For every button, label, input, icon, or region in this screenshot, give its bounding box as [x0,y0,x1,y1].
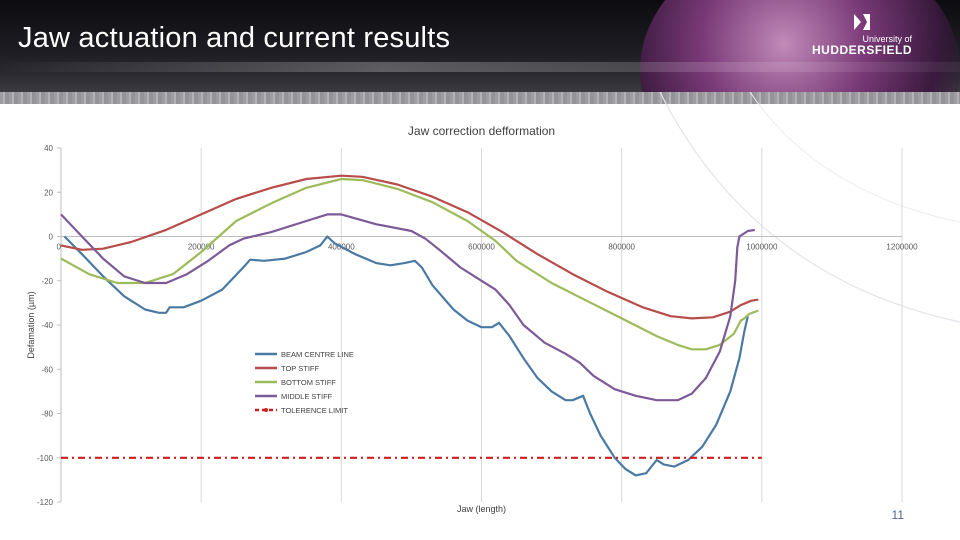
legend-label: BOTTOM STIFF [281,378,336,387]
y-tick-label: 20 [44,188,53,197]
x-tick-label: 600000 [468,243,495,252]
page-number: 11 [891,508,904,522]
legend-label: TOP STIFF [281,364,319,373]
logo-text-line2: HUDDERSFIELD [812,43,913,57]
x-tick-label: 200000 [188,243,215,252]
y-tick-label: 0 [49,233,54,242]
crest-icon [854,14,870,30]
legend-label: TOLERENCE LIMIT [281,406,348,415]
university-logo: University of HUDDERSFIELD [812,12,913,57]
series-line-beam-centre-line [63,235,749,477]
x-tick-label: 1200000 [886,243,918,252]
x-tick-label: 800000 [608,243,635,252]
logo-text-line1: University of [862,34,912,44]
x-tick-label: 1000000 [746,243,778,252]
y-tick-label: 40 [44,144,53,153]
x-tick-label: 0 [57,243,62,252]
y-axis-title: Defamation (µm) [26,291,36,358]
slide-title: Jaw actuation and current results [18,22,451,54]
series-line-top-stiff [60,174,759,320]
header-decoration [640,0,960,92]
legend-marker [264,408,268,412]
y-tick-label: -100 [37,454,54,463]
legend-label: BEAM CENTRE LINE [281,350,354,359]
background-decoration [659,92,960,323]
y-tick-label: -60 [41,365,53,374]
legend-label: MIDDLE STIFF [281,392,333,401]
y-tick-label: -120 [37,498,54,507]
chart-title: Jaw correction defformation [408,124,555,138]
slide-header: Jaw actuation and current results Univer… [0,0,960,92]
header-subband [0,92,960,104]
series-line-bottom-stiff [60,177,759,351]
y-tick-label: -80 [41,410,53,419]
series-line-middle-stiff [60,213,755,402]
y-tick-label: -40 [41,321,53,330]
x-axis-title: Jaw (length) [457,504,506,514]
y-tick-label: -20 [41,277,53,286]
header-swoosh [0,62,960,72]
